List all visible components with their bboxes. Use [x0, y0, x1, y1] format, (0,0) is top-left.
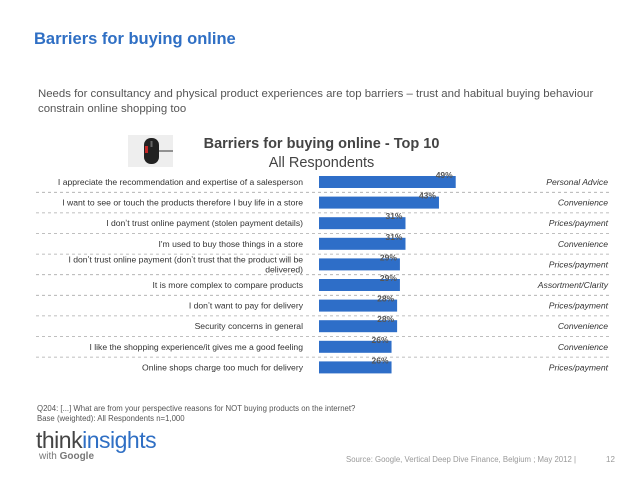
category-label-7: I donʼt want to pay for delivery	[189, 301, 304, 311]
bar-value-label-1: 49%	[436, 170, 453, 180]
logo-insights: insights	[82, 427, 157, 453]
chart-subtitle: All Respondents	[268, 155, 375, 171]
footnote: Q204: [...] What are from your perspecti…	[37, 404, 355, 423]
logo-think: think	[36, 427, 83, 453]
footnote-question: Q204: [...] What are from your perspecti…	[37, 404, 356, 413]
bar-chart: 49% I appreciate the recommendation and e…	[36, 170, 612, 374]
bar-value-label-9: 26%	[372, 335, 389, 345]
category-label-8: Security concerns in general	[195, 321, 304, 331]
page-subtitle: Needs for consultancy and physical produ…	[38, 88, 594, 115]
bar-3	[319, 217, 406, 230]
bar-value-label-5: 29%	[380, 252, 397, 262]
bar-7	[319, 299, 398, 312]
bar-9	[319, 340, 392, 353]
bar-value-label-2: 43%	[419, 191, 436, 201]
group-label-6: Assortment/Clarity	[537, 280, 609, 290]
bar-4	[319, 237, 406, 250]
category-label-5: I donʼt trust online payment (donʼt trus…	[68, 254, 303, 274]
group-label-10: Prices/payment	[549, 362, 609, 372]
bar-5	[319, 258, 400, 271]
group-label-9: Convenience	[558, 342, 608, 352]
bar-value-label-10: 26%	[372, 355, 389, 365]
category-label-4: I'm used to buy those things in a store	[159, 239, 304, 249]
group-label-4: Convenience	[558, 239, 608, 249]
with-google-logo: with Google	[39, 451, 94, 462]
page-number: 12	[606, 455, 615, 464]
category-label-6: It is more complex to compare products	[153, 280, 303, 290]
bar-value-label-6: 29%	[380, 273, 397, 283]
bar-value-label-3: 31%	[385, 211, 402, 221]
bar-6	[319, 279, 400, 291]
group-label-1: Personal Advice	[546, 177, 608, 187]
category-label-2: I want to see or touch the products ther…	[62, 198, 303, 208]
category-label-1: I appreciate the recommendation and expe…	[58, 177, 303, 187]
thinkinsights-logo: thinkinsights	[36, 427, 157, 453]
bar-value-label-8: 28%	[377, 314, 394, 324]
bar-10	[319, 361, 392, 374]
page-title: Barriers for buying online	[34, 30, 236, 48]
group-label-5: Prices/payment	[549, 259, 609, 269]
logo-google-text: Google	[59, 451, 95, 462]
bar-value-label-7: 28%	[377, 294, 394, 304]
category-label-3: I donʼt trust online payment (stolen pay…	[106, 218, 303, 228]
group-label-7: Prices/payment	[549, 301, 609, 311]
group-label-3: Prices/payment	[549, 218, 609, 228]
category-label-9: I like the shopping experience/it gives …	[89, 342, 303, 352]
bar-1	[319, 176, 456, 188]
bar-value-label-4: 31%	[385, 232, 402, 242]
bar-2	[319, 196, 439, 209]
group-label-2: Convenience	[558, 198, 608, 208]
category-label-10: Online shops charge too much for deliver…	[142, 362, 304, 372]
source-note: Source: Google, Vertical Deep Dive Finan…	[346, 455, 576, 464]
group-label-8: Convenience	[558, 321, 608, 331]
bar-8	[319, 320, 398, 333]
logo-with-text: with	[39, 451, 57, 462]
chart-title: Barriers for buying online - Top 10	[203, 136, 440, 152]
footnote-base: Base (weighted): All Respondents n=1,000	[37, 413, 185, 423]
computer-mouse-icon	[128, 135, 173, 167]
